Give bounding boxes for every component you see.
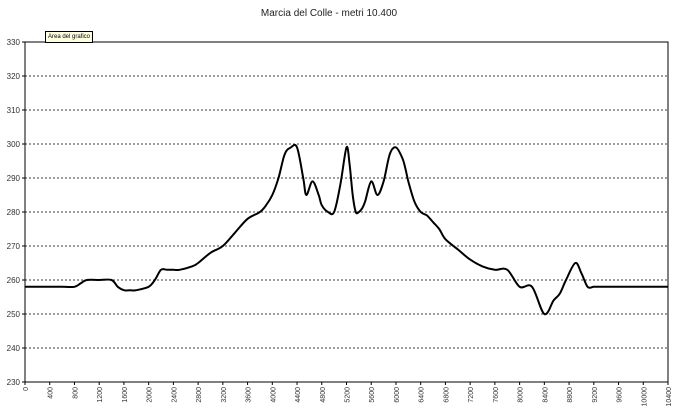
x-tick-label: 9600 xyxy=(617,387,624,403)
x-tick-label: 4000 xyxy=(270,387,277,403)
series-layer xyxy=(25,143,668,316)
x-tick-label: 1600 xyxy=(122,387,129,403)
x-tick-label: 2800 xyxy=(196,387,203,403)
chart-title: Marcia del Colle - metri 10.400 xyxy=(261,8,398,19)
x-tick-label: 10400 xyxy=(666,387,673,407)
x-tick-label: 6000 xyxy=(394,387,401,403)
x-tick-label: 4400 xyxy=(295,387,302,403)
x-tick-label: 6800 xyxy=(443,387,450,403)
x-tick-label: 5200 xyxy=(345,387,352,403)
x-tick-label: 8800 xyxy=(567,387,574,403)
y-tick-label: 230 xyxy=(7,378,21,387)
x-tick-label: 2000 xyxy=(147,387,154,403)
y-tick-label: 320 xyxy=(7,72,21,81)
chart-area-tooltip: Area del grafico xyxy=(45,31,93,43)
series-line-0[interactable] xyxy=(25,143,668,316)
x-tick-label: 7600 xyxy=(493,387,500,403)
x-tick-label: 2400 xyxy=(171,387,178,403)
y-tick-label: 270 xyxy=(7,242,21,251)
x-tick-label: 400 xyxy=(48,387,55,399)
x-tick-label: 8400 xyxy=(542,387,549,403)
x-tick-label: 3600 xyxy=(246,387,253,403)
x-tick-label: 800 xyxy=(72,387,79,399)
y-tick-label: 330 xyxy=(7,38,21,47)
x-tick-label: 6400 xyxy=(419,387,426,403)
y-axis-ticks: 230 240 250 260 270 280 290 300 310 320 330 xyxy=(7,38,25,387)
x-tick-label: 10000 xyxy=(641,387,648,407)
y-tick-label: 260 xyxy=(7,276,21,285)
x-tick-label: 8000 xyxy=(518,387,525,403)
x-tick-label: 7200 xyxy=(468,387,475,403)
x-tick-label: 4800 xyxy=(320,387,327,403)
x-tick-label: 1200 xyxy=(97,387,104,403)
y-tick-label: 300 xyxy=(7,140,21,149)
y-tick-label: 290 xyxy=(7,174,21,183)
y-tick-label: 280 xyxy=(7,208,21,217)
x-tick-label: 0 xyxy=(23,387,30,391)
y-tick-label: 240 xyxy=(7,344,21,353)
grid-lines xyxy=(25,75,668,349)
y-tick-label: 250 xyxy=(7,310,21,319)
x-tick-label: 9200 xyxy=(592,387,599,403)
x-tick-label: 3200 xyxy=(221,387,228,403)
x-axis-ticks: 0 400 800 1200 1600 2000 2400 2800 3200 3600 4000 4… xyxy=(23,382,673,406)
x-tick-label: 5600 xyxy=(369,387,376,403)
y-tick-label: 310 xyxy=(7,106,21,115)
